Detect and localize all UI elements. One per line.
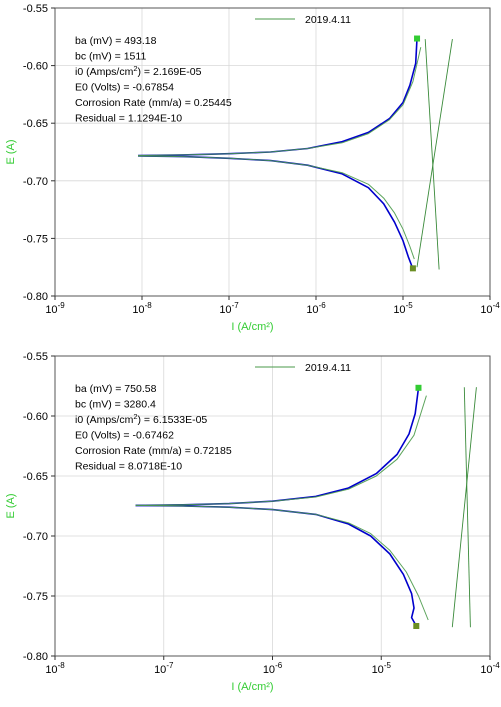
chart2-series-fit-anodic-2 <box>135 395 427 506</box>
chart1-info-line-5: Residual = 1.1294E-10 <box>75 113 182 125</box>
chart2-y-tick-label-3: -0.70 <box>23 531 48 543</box>
chart1-info-line-4: Corrosion Rate (mm/a) = 0.25445 <box>75 97 232 109</box>
tafel-chart-2-svg: 10-8 10-7 10-6 10-5 10-4 -0.55 -0.60 -0.65 -0.70… <box>5 351 500 693</box>
chart1-series-tafel-line-5 <box>416 39 453 268</box>
chart1-y-tick-label-2: -0.65 <box>23 118 48 130</box>
chart2-x-tick-label-0: 10-8 <box>45 661 65 676</box>
chart1-x-tick-label-4: 10-5 <box>393 301 413 316</box>
chart2-marker-end <box>413 623 420 629</box>
chart1-x-tick-label-0: 10-9 <box>45 301 65 316</box>
chart2-info-line-1: bc (mV) = 3280.4 <box>75 399 156 411</box>
chart1-series-fit-anodic-2 <box>137 47 422 156</box>
chart1-legend-label: 2019.4.11 <box>305 14 351 26</box>
chart1-x-axis-label: I (A/cm²) <box>231 321 273 333</box>
chart2-info-line-0: ba (mV) = 750.58 <box>75 383 157 395</box>
chart2-x-tick-label-2: 10-6 <box>263 661 283 676</box>
chart2-series-fit-cathodic-3 <box>135 504 429 621</box>
chart2-info-line-5: Residual = 8.0718E-10 <box>75 461 182 473</box>
chart1-info-line-0: ba (mV) = 493.18 <box>75 35 157 47</box>
chart1-x-tick-label-2: 10-7 <box>219 301 239 316</box>
chart1-y-tick-label-0: -0.55 <box>23 3 48 15</box>
chart2-y-tick-label-1: -0.60 <box>23 411 48 423</box>
chart2-info-line-3: E0 (Volts) = -0.67462 <box>75 430 174 442</box>
chart1-x-tick-label-5: 10-4 <box>480 301 500 316</box>
chart1-info-line-1: bc (mV) = 1511 <box>75 51 146 63</box>
chart1-marker-end <box>409 265 416 272</box>
tafel-chart-1-svg: 10-9 10-8 10-7 10-6 10-5 10-4 -0.55 -0.60 -0.65 -… <box>5 3 500 333</box>
chart1-axis-frame <box>54 7 491 297</box>
chart2-y-tick-label-4: -0.75 <box>23 591 48 603</box>
tafel-chart-2: 10-8 10-7 10-6 10-5 10-4 -0.55 -0.60 -0.65 -0.70… <box>0 350 501 700</box>
chart1-y-axis-label: E (A) <box>5 139 17 164</box>
chart2-y-tick-label-2: -0.65 <box>23 471 48 483</box>
chart1-x-tick-label-3: 10-6 <box>306 301 326 316</box>
chart2-info-line-4: Corrosion Rate (mm/a) = 0.72185 <box>75 445 232 457</box>
chart2-marker-start <box>415 384 422 391</box>
chart1-info-line-2: i0 (Amps/cm2) = 2.169E-05 <box>75 64 202 78</box>
chart1-series-fit-cathodic-3 <box>137 155 415 260</box>
chart2-legend-label: 2019.4.11 <box>305 362 351 374</box>
chart1-series-tafel-line-4 <box>424 39 440 270</box>
chart2-series-tafel-line-5 <box>463 387 471 628</box>
chart2-x-axis-label: I (A/cm²) <box>231 681 273 693</box>
chart1-y-tick-label-4: -0.75 <box>23 233 48 245</box>
chart1-marker-start <box>414 35 421 42</box>
chart1-x-tick-label-1: 10-8 <box>132 301 152 316</box>
chart2-y-tick-label-5: -0.80 <box>23 651 48 663</box>
tafel-chart-1: 10-9 10-8 10-7 10-6 10-5 10-4 -0.55 -0.60 -0.65 -… <box>0 0 501 350</box>
chart2-series-tafel-line-4 <box>451 387 477 628</box>
chart1-y-tick-label-3: -0.70 <box>23 176 48 188</box>
chart2-x-tick-label-3: 10-5 <box>372 661 392 676</box>
chart2-y-axis-label: E (A) <box>5 493 17 518</box>
chart2-x-tick-label-1: 10-7 <box>154 661 174 676</box>
chart1-y-tick-label-1: -0.60 <box>23 61 48 73</box>
chart2-x-tick-label-4: 10-4 <box>480 661 500 676</box>
chart1-y-tick-label-5: -0.80 <box>23 291 48 303</box>
chart2-info-line-2: i0 (Amps/cm2) = 6.1533E-05 <box>75 412 207 426</box>
chart2-y-tick-label-0: -0.55 <box>23 351 48 363</box>
chart1-info-line-3: E0 (Volts) = -0.67854 <box>75 82 174 94</box>
